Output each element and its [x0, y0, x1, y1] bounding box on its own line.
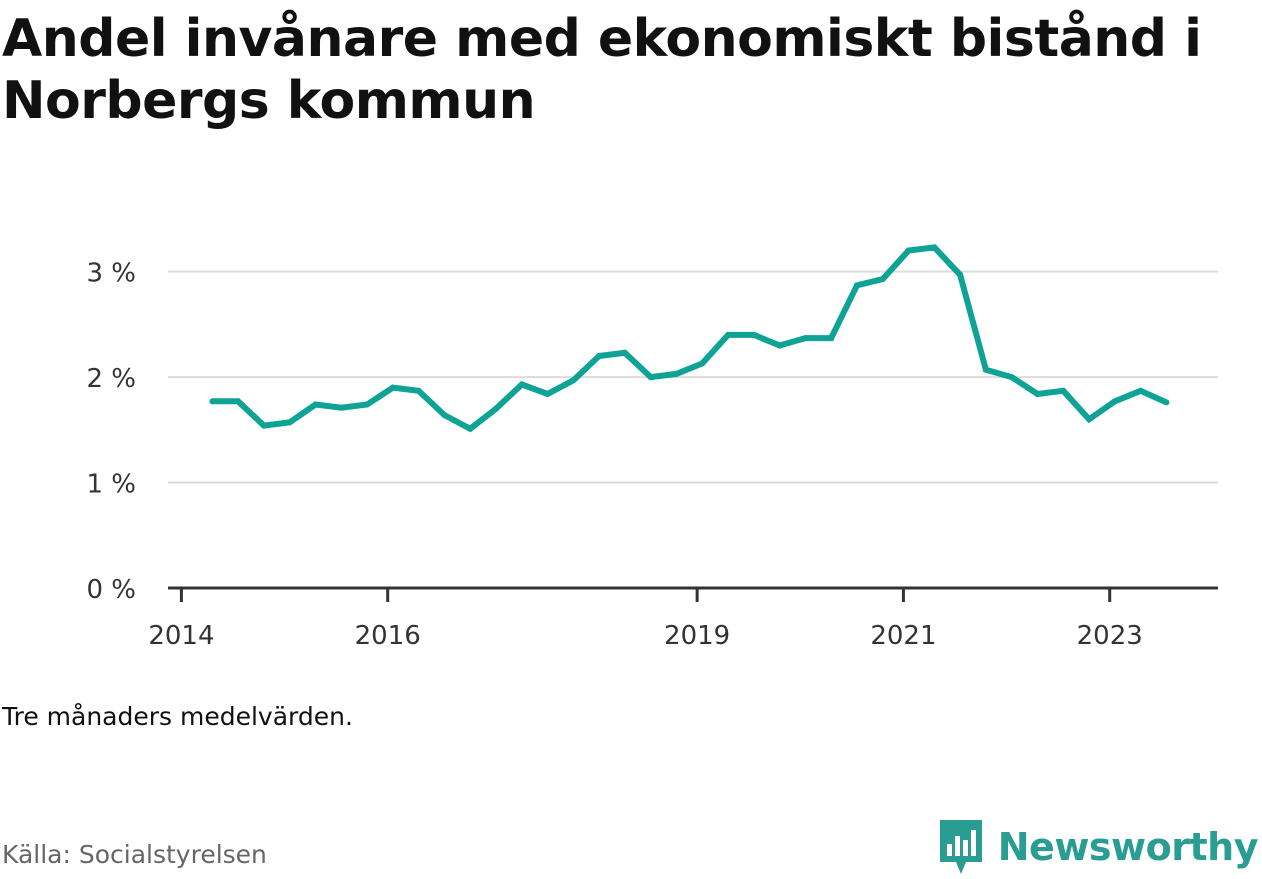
data-point	[570, 377, 577, 384]
data-point	[492, 405, 499, 412]
data-point	[1060, 387, 1067, 394]
data-point	[364, 401, 371, 408]
x-tick-label: 2016	[355, 621, 421, 651]
data-point	[441, 412, 448, 419]
brand-logo: Newsworthy	[936, 818, 1259, 876]
x-tick-label: 2014	[148, 621, 214, 651]
y-axis-labels: 0 % 1 % 2 % 3 %	[86, 259, 136, 605]
data-point	[853, 282, 860, 289]
data-point	[776, 342, 783, 349]
data-point	[1137, 387, 1144, 394]
data-point	[828, 335, 835, 342]
data-point	[957, 271, 964, 278]
data-point	[286, 419, 293, 426]
data-point	[389, 384, 396, 391]
data-point	[621, 349, 628, 356]
data-point	[338, 404, 345, 411]
data-point	[982, 366, 989, 373]
x-axis	[168, 586, 1218, 602]
data-point	[209, 398, 216, 405]
data-point	[647, 374, 654, 381]
data-point	[415, 387, 422, 394]
newsworthy-logo-icon	[939, 820, 982, 874]
data-point	[1034, 390, 1041, 397]
data-point	[260, 422, 267, 429]
gridlines	[168, 270, 1218, 484]
series-line	[212, 244, 1168, 433]
data-point	[467, 425, 474, 432]
data-point	[235, 398, 242, 405]
data-point	[699, 360, 706, 367]
data-point	[1086, 416, 1093, 423]
x-axis-labels: 2014 2016 2019 2021 2023	[148, 621, 1142, 651]
brand-name: Newsworthy	[997, 825, 1259, 869]
data-point	[802, 335, 809, 342]
data-point	[1163, 399, 1170, 406]
x-tick-label: 2021	[870, 621, 936, 651]
y-tick-label: 1 %	[86, 470, 136, 500]
chart-title: Andel invånare med ekonomiskt bistånd i …	[2, 9, 1202, 132]
y-tick-label: 2 %	[86, 364, 136, 394]
data-point	[879, 276, 886, 283]
data-point	[1008, 374, 1015, 381]
y-tick-label: 0 %	[86, 575, 136, 605]
data-point	[673, 370, 680, 377]
data-point	[518, 381, 525, 388]
source-label: Källa: Socialstyrelsen	[2, 840, 267, 869]
data-point	[750, 331, 757, 338]
series-layer	[209, 244, 1170, 433]
y-tick-label: 3 %	[86, 259, 136, 289]
data-point	[1111, 398, 1118, 405]
data-point	[596, 353, 603, 359]
data-point	[312, 401, 319, 408]
chart-note: Tre månaders medelvärden.	[2, 702, 353, 731]
data-point	[725, 331, 732, 338]
x-tick-label: 2019	[664, 621, 730, 651]
data-point	[544, 390, 551, 397]
x-tick-label: 2023	[1077, 621, 1143, 651]
data-point	[905, 247, 912, 254]
data-point	[931, 244, 938, 251]
